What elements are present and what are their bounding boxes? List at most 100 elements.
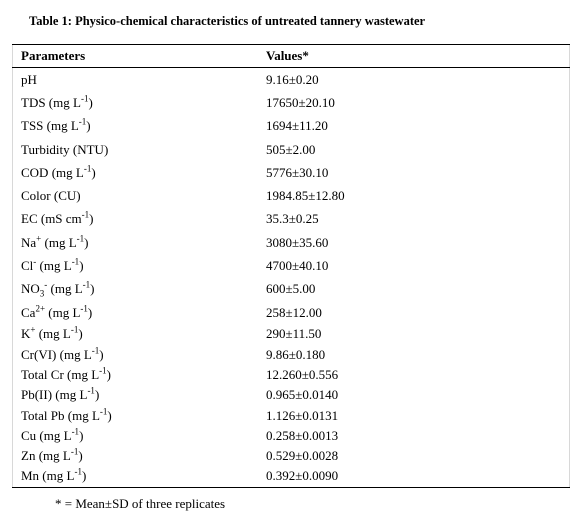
value-cell: 1694±11.20 [266, 118, 328, 134]
table-body: pH 9.16±0.20 TDS (mg L-1) 17650±20.10 TSS (m… [12, 68, 570, 488]
superscript: -1 [81, 210, 90, 221]
parameter-cell: Ca2+ (mg L-1) [13, 301, 267, 324]
value-cell: 17650±20.10 [266, 94, 335, 110]
parameter-text: ) [88, 94, 93, 110]
parameter-cell: Total Pb (mg L-1) [13, 405, 267, 425]
parameter-text: pH [21, 71, 37, 87]
parameter-text: (mg L [47, 281, 83, 297]
superscript: -1 [78, 116, 87, 127]
header-cell: Values* [266, 44, 570, 68]
table-row: Total Cr (mg L-1) 12.260±0.556 [13, 365, 570, 385]
superscript: -1 [76, 233, 85, 244]
superscript: -1 [99, 406, 108, 417]
parameter-cell: Turbidity (NTU) [13, 138, 267, 161]
value-cell: 35.3±0.25 [266, 211, 319, 227]
superscript: -1 [82, 279, 91, 290]
table-row: pH 9.16±0.20 [13, 68, 570, 92]
superscript: -1 [71, 256, 80, 267]
parameter-text: ) [89, 211, 94, 227]
superscript: 2+ [35, 303, 46, 314]
value-cell: 258±12.00 [266, 304, 322, 320]
table-row: Zn (mg L-1) 0.529±0.0028 [13, 446, 570, 466]
parameter-cell: Color (CU) [13, 184, 267, 207]
table-row: Cu (mg L-1) 0.258±0.0013 [13, 426, 570, 446]
table-row: TSS (mg L-1) 1694±11.20 [13, 115, 570, 138]
table-row: Cl- (mg L-1) 4700±40.10 [13, 254, 570, 277]
value-cell: 12.260±0.556 [266, 367, 339, 382]
parameter-text: ) [81, 468, 87, 484]
value-cell: 0.258±0.0013 [266, 427, 339, 443]
superscript: -1 [80, 303, 88, 314]
parameter-text: TSS (mg L [21, 118, 79, 134]
parameter-text: TDS (mg L [21, 94, 81, 110]
parameter-text: ) [79, 427, 84, 443]
value-cell: 3080±35.60 [266, 234, 329, 250]
parameter-text: ) [86, 118, 91, 134]
parameter-cell: Pb(II) (mg L-1) [13, 385, 267, 405]
superscript: -1 [99, 365, 107, 376]
table-row: Pb(II) (mg L-1) 0.965±0.0140 [13, 385, 570, 405]
table-row: Mn (mg L-1) 0.392±0.0090 [12, 466, 570, 488]
parameter-text: ) [94, 387, 100, 403]
footnote: * = Mean±SD of three replicates [55, 496, 226, 511]
superscript: -1 [80, 93, 89, 104]
superscript: -1 [91, 345, 100, 356]
parameter-cell: COD (mg L-1) [13, 161, 267, 184]
table-row: TDS (mg L-1) 17650±20.10 [13, 91, 570, 114]
value-cell: 5776±30.10 [266, 164, 329, 180]
superscript: + [36, 233, 42, 244]
parameter-text: ) [78, 448, 83, 464]
parameter-text: ) [106, 367, 112, 382]
parameter-cell: Cu (mg L-1) [13, 426, 267, 446]
value-cell: 4700±40.10 [266, 258, 329, 274]
parameter-text: ) [79, 258, 84, 274]
value-cell: 9.86±0.180 [266, 346, 326, 362]
parameter-text: (mg L [45, 304, 81, 320]
superscript: - [44, 279, 48, 290]
subscript: 3 [39, 288, 45, 299]
table-title: Table 1: Physico-chemical characteristic… [29, 14, 426, 28]
parameter-text: Cu (mg L [21, 427, 72, 443]
parameter-text: ) [90, 281, 95, 297]
superscript: -1 [70, 325, 79, 336]
parameter-text: Cl [21, 258, 34, 274]
superscript: -1 [87, 385, 95, 396]
parameter-cell: Cr(VI) (mg L-1) [13, 345, 267, 365]
parameter-text: K [21, 326, 31, 342]
header-row: Parameters Values* [12, 44, 570, 68]
table-row: Turbidity (NTU) 505±2.00 [13, 138, 570, 161]
value-cell: 1.126±0.0131 [266, 407, 339, 423]
value-cell: 0.392±0.0090 [266, 466, 570, 488]
parameter-text: (mg L [41, 234, 77, 250]
parameter-text: Total Cr (mg L [21, 367, 100, 382]
parameter-text: ) [78, 326, 83, 342]
parameter-cell: Zn (mg L-1) [13, 446, 267, 466]
value-cell: 0.529±0.0028 [266, 448, 339, 464]
superscript: -1 [71, 426, 80, 437]
parameter-cell: NO3- (mg L-1) [13, 278, 267, 301]
superscript: -1 [74, 467, 82, 478]
table-row: Na+ (mg L-1) 3080±35.60 [13, 231, 570, 254]
superscript: - [33, 256, 37, 267]
parameter-text: ) [87, 304, 93, 320]
parameter-cell: Na+ (mg L-1) [13, 231, 267, 254]
parameter-text: Total Pb (mg L [21, 407, 100, 423]
table-row: NO3- (mg L-1) 600±5.00 [13, 278, 570, 301]
parameter-text: ) [99, 346, 104, 362]
value-cell: 505±2.00 [266, 141, 316, 157]
table-row: COD (mg L-1) 5776±30.10 [13, 161, 570, 184]
parameter-text: Color (CU) [21, 188, 81, 204]
parameter-cell: K+ (mg L-1) [13, 324, 267, 344]
value-cell: 600±5.00 [266, 281, 316, 297]
parameter-text: Zn (mg L [21, 448, 71, 464]
table-row: Color (CU) 1984.85±12.80 [13, 184, 570, 207]
parameter-cell: Mn (mg L-1) [12, 466, 266, 488]
parameter-cell: pH [13, 68, 267, 92]
parameter-cell: TDS (mg L-1) [13, 91, 267, 114]
table-row: Cr(VI) (mg L-1) 9.86±0.180 [13, 345, 570, 365]
table-row: K+ (mg L-1) 290±11.50 [13, 324, 570, 344]
table-row: Total Pb (mg L-1) 1.126±0.0131 [13, 405, 570, 425]
parameter-text: Mn (mg L [21, 468, 75, 484]
value-cell: 0.965±0.0140 [266, 387, 339, 403]
